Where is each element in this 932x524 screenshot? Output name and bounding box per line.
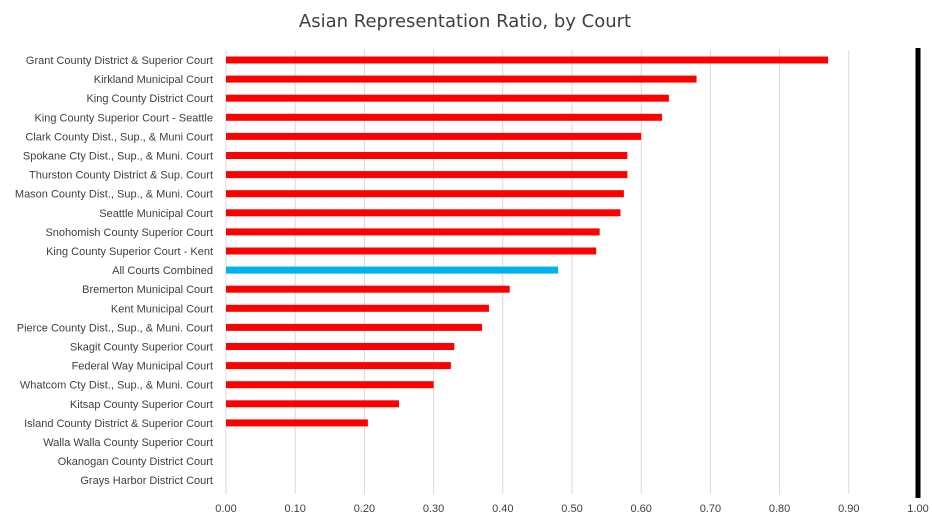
bar: [226, 362, 451, 370]
category-label: Okanogan County District Court: [58, 456, 213, 468]
category-label: King County Superior Court - Kent: [46, 246, 213, 258]
bar: [226, 113, 662, 121]
category-label: Spokane Cty Dist., Sup., & Muni. Court: [23, 151, 213, 163]
category-label: All Courts Combined: [112, 265, 213, 277]
category-label: Kent Municipal Court: [111, 303, 213, 315]
category-label: Island County District & Superior Court: [24, 418, 213, 430]
x-tick-label: 1.00: [907, 503, 928, 515]
bar: [226, 228, 600, 236]
category-label: Kitsap County Superior Court: [70, 399, 213, 411]
x-tick-label: 0.80: [769, 503, 790, 515]
x-tick-label: 0.00: [215, 503, 236, 515]
x-tick-label: 0.60: [630, 503, 651, 515]
x-tick-label: 0.20: [354, 503, 375, 515]
category-label: Mason County Dist., Sup., & Muni. Court: [15, 189, 213, 201]
bar: [226, 247, 597, 255]
bar: [226, 419, 368, 427]
x-tick-label: 0.90: [838, 503, 859, 515]
x-tick-label: 0.50: [561, 503, 582, 515]
x-tick-label: 0.10: [284, 503, 305, 515]
bar: [226, 304, 489, 312]
bar: [226, 94, 669, 102]
bars: [226, 56, 829, 427]
chart-title: Asian Representation Ratio, by Court: [299, 11, 631, 32]
category-label: Kirkland Municipal Court: [94, 74, 213, 86]
category-label: King County Superior Court - Seattle: [34, 112, 213, 124]
category-label: Grays Harbor District Court: [80, 475, 213, 487]
category-label: King County District Court: [86, 93, 213, 105]
category-label: Bremerton Municipal Court: [82, 284, 213, 296]
category-label: Grant County District & Superior Court: [26, 55, 213, 67]
bar: [226, 381, 434, 389]
category-label: Skagit County Superior Court: [70, 342, 213, 354]
x-tick-label: 0.30: [423, 503, 444, 515]
bar: [226, 132, 642, 140]
category-label: Whatcom Cty Dist., Sup., & Muni. Court: [20, 380, 213, 392]
bar: [226, 400, 399, 408]
category-label: Seattle Municipal Court: [99, 208, 213, 220]
bar: [226, 171, 628, 179]
bar: [226, 266, 559, 274]
x-tick-label: 0.70: [700, 503, 721, 515]
category-label: Thurston County District & Sup. Court: [29, 170, 213, 182]
category-labels: Grant County District & Superior Court Ki…: [15, 55, 213, 487]
category-label: Snohomish County Superior Court: [45, 227, 213, 239]
bar: [226, 152, 628, 159]
bar: [226, 56, 829, 64]
bar: [226, 75, 697, 83]
category-label: Pierce County Dist., Sup., & Muni. Court: [17, 322, 213, 334]
bar: [226, 323, 483, 331]
bar: [226, 209, 621, 217]
category-label: Clark County Dist., Sup., & Muni Court: [25, 131, 213, 143]
x-tick-labels: 0.00 0.10 0.20 0.30 0.40 0.50 0.60 0.70 0.80 0.90…: [215, 503, 928, 515]
bar: [226, 285, 510, 293]
x-tick-label: 0.40: [492, 503, 513, 515]
bar: [226, 343, 455, 350]
category-label: Federal Way Municipal Court: [72, 361, 213, 373]
category-label: Walla Walla County Superior Court: [43, 437, 213, 449]
bar: [226, 190, 624, 198]
